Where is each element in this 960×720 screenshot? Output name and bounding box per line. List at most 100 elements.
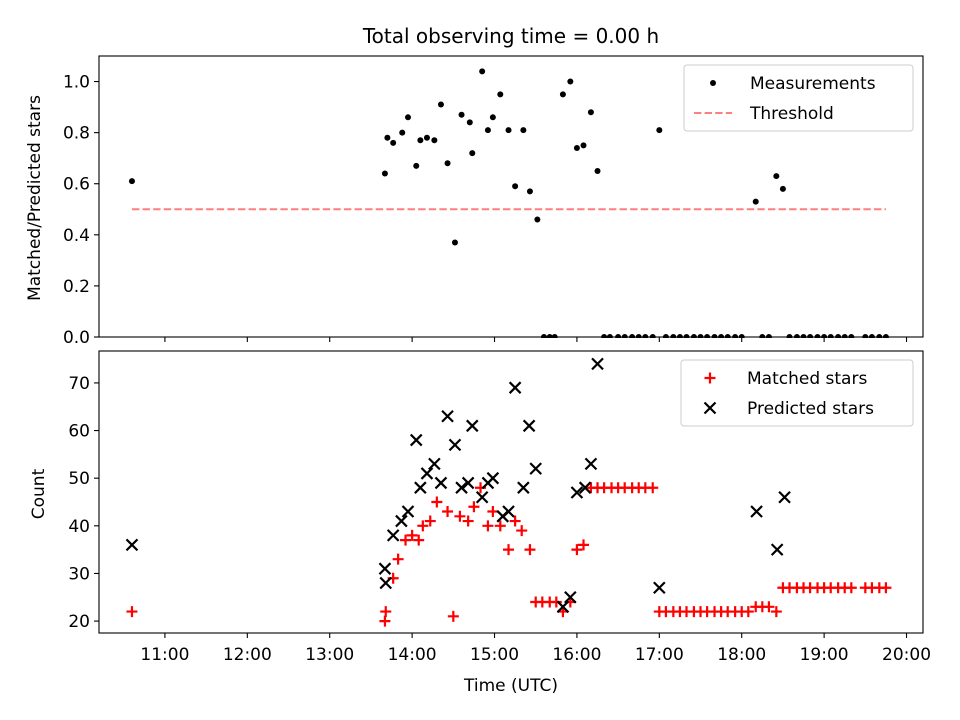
x-tick-label: 12:00 bbox=[223, 645, 272, 665]
data-point bbox=[414, 481, 427, 494]
data-point bbox=[465, 419, 479, 433]
data-point bbox=[420, 467, 434, 480]
data-point bbox=[484, 127, 491, 134]
data-point bbox=[647, 482, 659, 494]
data-point bbox=[522, 419, 536, 433]
legend-entry: Threshold bbox=[694, 104, 834, 124]
top-legend: Measurements Threshold bbox=[683, 64, 914, 132]
data-point bbox=[567, 78, 574, 85]
data-point bbox=[423, 134, 430, 141]
data-point bbox=[417, 137, 424, 144]
data-point bbox=[573, 144, 580, 151]
bottom-plot-marks bbox=[125, 357, 892, 627]
x-tick-label: 13:00 bbox=[305, 645, 354, 665]
data-point bbox=[550, 596, 562, 608]
data-point bbox=[431, 137, 438, 144]
data-point bbox=[444, 160, 451, 167]
data-point bbox=[508, 381, 522, 394]
data-point bbox=[441, 409, 454, 423]
data-point bbox=[509, 515, 521, 527]
data-point bbox=[437, 101, 444, 108]
data-point bbox=[512, 183, 519, 190]
data-point bbox=[750, 505, 763, 518]
data-point bbox=[503, 544, 515, 556]
data-point bbox=[379, 576, 393, 590]
y-tick-label: 20 bbox=[68, 612, 90, 632]
data-point bbox=[126, 606, 138, 618]
bottom-legend: Matched stars Predicted stars bbox=[680, 359, 914, 427]
data-point bbox=[482, 520, 494, 532]
x-tick-label: 11:00 bbox=[140, 645, 189, 665]
data-point bbox=[128, 178, 135, 185]
data-point bbox=[442, 506, 454, 518]
data-point bbox=[570, 486, 584, 499]
data-point bbox=[400, 534, 412, 546]
bottom-y-axis-label: Count bbox=[29, 468, 49, 519]
y-tick-label: 30 bbox=[68, 564, 90, 584]
data-point bbox=[497, 91, 504, 98]
legend-label: Predicted stars bbox=[747, 399, 874, 419]
x-tick-label: 20:00 bbox=[882, 645, 931, 665]
data-point bbox=[428, 457, 441, 471]
legend-label: Matched stars bbox=[747, 369, 867, 389]
data-point bbox=[451, 239, 458, 246]
data-point bbox=[773, 173, 780, 180]
data-point bbox=[594, 167, 601, 174]
data-point bbox=[763, 601, 775, 613]
top-y-axis-label: Matched/Predicted stars bbox=[25, 95, 45, 301]
data-point bbox=[424, 515, 436, 527]
legend-marker-swatch bbox=[703, 401, 717, 415]
data-point bbox=[417, 520, 429, 532]
data-point bbox=[475, 490, 489, 504]
data-point bbox=[401, 505, 415, 518]
data-point bbox=[395, 514, 408, 528]
bottom-axes: 20 30 40 50 60 70 11:00 12:00 13:00 14:00 15:00 16:… bbox=[68, 350, 931, 665]
legend-marker-swatch bbox=[704, 372, 716, 384]
data-point bbox=[392, 553, 404, 565]
axes-frame bbox=[98, 350, 924, 634]
legend-entry: Measurements bbox=[710, 74, 876, 94]
data-point bbox=[505, 127, 512, 134]
data-point bbox=[381, 170, 388, 177]
data-point bbox=[516, 525, 528, 537]
data-point bbox=[469, 150, 476, 157]
data-point bbox=[584, 457, 598, 471]
y-tick-label: 70 bbox=[68, 374, 90, 394]
x-tick-label: 16:00 bbox=[552, 645, 601, 665]
data-point bbox=[578, 539, 590, 551]
data-point bbox=[571, 544, 583, 556]
data-point bbox=[462, 515, 474, 527]
data-point bbox=[431, 496, 443, 508]
y-tick-label: 0.4 bbox=[63, 226, 90, 246]
data-point bbox=[742, 606, 754, 618]
data-point bbox=[578, 481, 592, 494]
data-point bbox=[413, 162, 420, 169]
data-point bbox=[380, 606, 392, 618]
x-tick-label: 15:00 bbox=[470, 645, 519, 665]
data-point bbox=[778, 490, 791, 504]
top-axes: 0.0 0.2 0.4 0.6 0.8 1.0 bbox=[63, 55, 924, 348]
data-point bbox=[489, 114, 496, 121]
data-point bbox=[517, 481, 530, 494]
data-point bbox=[468, 501, 480, 513]
data-point bbox=[580, 142, 587, 149]
legend-label: Threshold bbox=[749, 104, 834, 124]
data-point bbox=[406, 529, 418, 541]
data-point bbox=[752, 198, 759, 205]
data-point bbox=[458, 111, 465, 118]
chart-title: Total observing time = 0.00 h bbox=[362, 24, 659, 48]
data-point bbox=[526, 188, 533, 195]
count-panel: Count Time (UTC) 20 30 40 50 60 70 11:00 12:00 1… bbox=[29, 350, 931, 696]
data-point bbox=[448, 438, 462, 452]
data-point bbox=[479, 68, 486, 75]
legend-entry: Predicted stars bbox=[703, 399, 874, 419]
data-point bbox=[779, 185, 786, 192]
data-point bbox=[559, 91, 566, 98]
y-tick-label: 0.6 bbox=[63, 175, 90, 195]
data-point bbox=[386, 529, 400, 542]
legend-entry: Matched stars bbox=[704, 369, 867, 389]
data-point bbox=[656, 127, 663, 134]
ratio-panel: Total observing time = 0.00 h Matched/Pr… bbox=[25, 24, 924, 348]
x-tick-label: 18:00 bbox=[717, 645, 766, 665]
